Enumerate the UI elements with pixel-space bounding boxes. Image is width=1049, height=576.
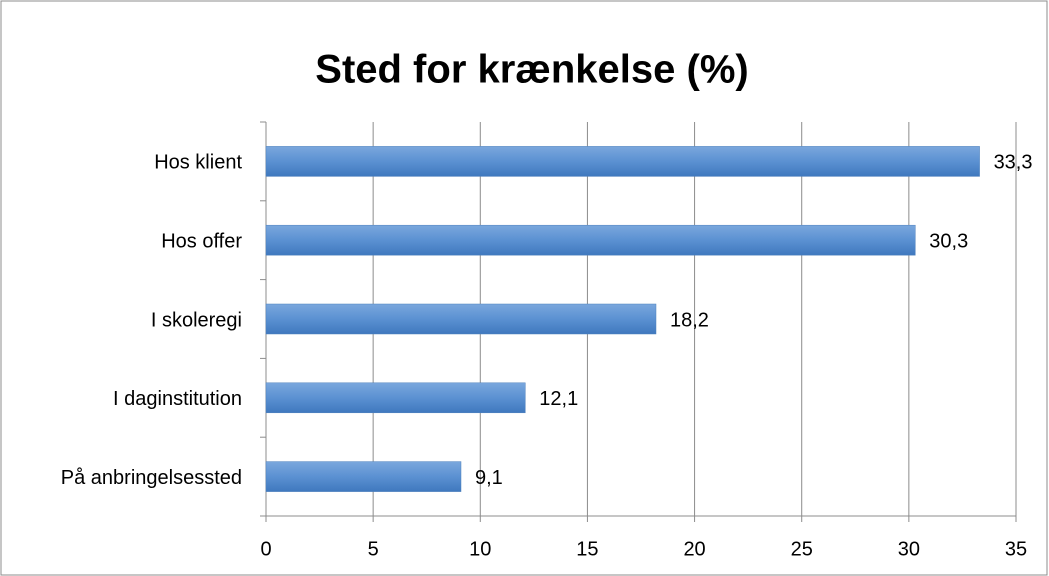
y-tick-label: I daginstitution xyxy=(113,388,242,410)
y-tick-label: Hos offer xyxy=(161,230,242,252)
value-label: 30,3 xyxy=(929,230,968,252)
x-tick-label: 0 xyxy=(260,538,271,560)
bar xyxy=(265,461,462,492)
y-tick-label: I skoleregi xyxy=(151,309,242,331)
x-tick-label: 10 xyxy=(469,538,491,560)
x-tick-label: 30 xyxy=(898,538,920,560)
value-label: 12,1 xyxy=(539,388,578,410)
y-tick-label: Hos klient xyxy=(154,152,242,174)
value-label: 33,3 xyxy=(994,152,1033,174)
bar xyxy=(265,303,657,335)
chart-title: Sted for krænkelse (%) xyxy=(315,48,748,92)
y-tick-label: På anbringelsessted xyxy=(61,467,242,489)
bar xyxy=(265,146,980,177)
x-tick-label: 5 xyxy=(368,538,379,560)
x-tick-label: 15 xyxy=(576,538,598,560)
value-label: 18,2 xyxy=(670,309,709,331)
value-label: 9,1 xyxy=(475,467,503,489)
x-tick-label: 35 xyxy=(1005,538,1027,560)
x-tick-label: 20 xyxy=(683,538,705,560)
x-tick-label: 25 xyxy=(791,538,813,560)
bar xyxy=(265,224,916,256)
bar xyxy=(265,382,526,414)
